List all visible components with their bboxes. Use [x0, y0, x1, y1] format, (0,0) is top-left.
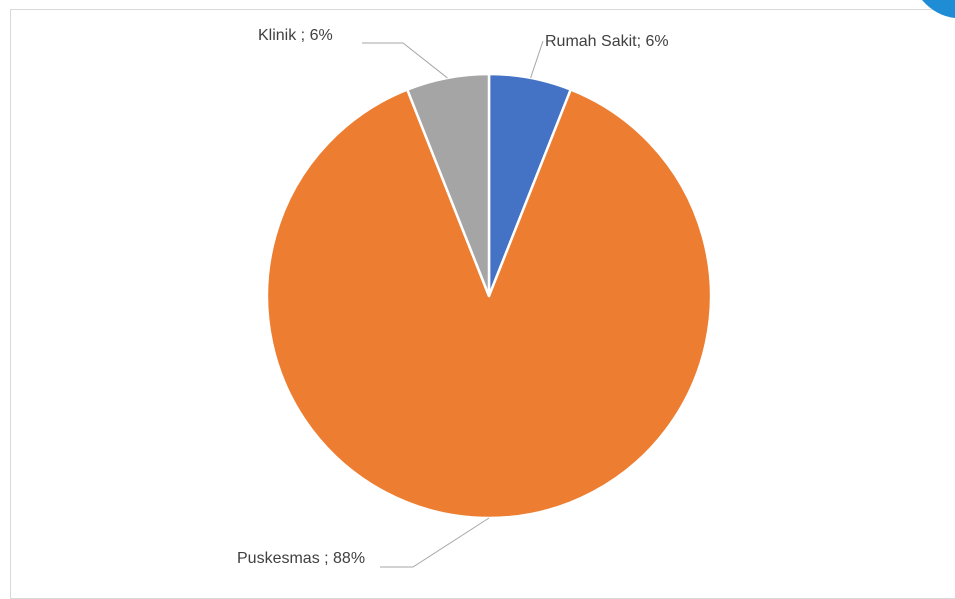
- pie-slice-klinik: [406, 72, 491, 298]
- pie-slices: [265, 72, 713, 520]
- slice-label-klinik: Klinik ; 6%: [258, 27, 333, 44]
- leader-lines: [362, 40, 544, 568]
- corner-decoration: [922, 0, 955, 18]
- pie-chart: Rumah Sakit; 6% Puskesmas ; 88% Klinik ;…: [237, 0, 955, 568]
- leader-line-klinik: [362, 42, 448, 79]
- leader-line-rumah-sakit: [530, 40, 544, 79]
- pie-slice-puskesmas: [265, 88, 713, 520]
- slice-label-puskesmas: Puskesmas ; 88%: [237, 550, 365, 567]
- leader-line-puskesmas: [380, 517, 490, 568]
- slice-label-rumah-sakit: Rumah Sakit; 6%: [545, 33, 669, 50]
